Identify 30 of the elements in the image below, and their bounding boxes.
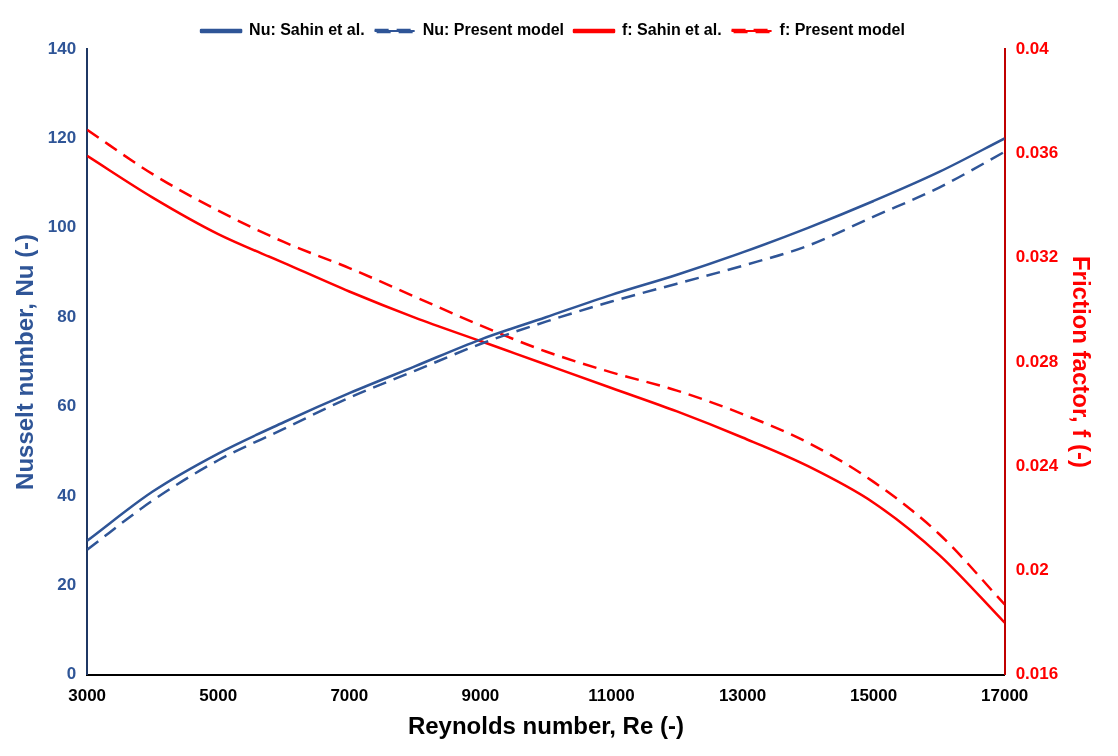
y2-tick-label: 0.032: [1015, 247, 1059, 267]
legend-label: f: Sahin et al.: [622, 21, 722, 39]
y2-tick-label: 0.02: [1015, 560, 1049, 580]
y2-tick-label: 0.04: [1015, 38, 1050, 58]
y-tick-label: 100: [47, 217, 77, 237]
x-tick-label: 5000: [199, 685, 238, 705]
y2-axis-title: Friction factor, f (-): [1067, 255, 1095, 468]
x-tick-label: 11000: [588, 685, 635, 705]
x-tick-label: 3000: [68, 685, 107, 705]
y-tick-label: 80: [57, 306, 77, 326]
y2-tick-label: 0.024: [1015, 455, 1059, 475]
x-tick-label: 17000: [981, 685, 1029, 705]
legend-label: f: Present model: [779, 21, 905, 39]
y-tick-label: 60: [57, 396, 77, 416]
x-tick-label: 9000: [461, 685, 500, 705]
y2-tick-label: 0.016: [1015, 664, 1059, 684]
legend-label: Nu: Present model: [422, 21, 564, 39]
y-tick-label: 140: [47, 38, 77, 58]
y2-tick-label: 0.028: [1015, 351, 1059, 371]
x-tick-label: 15000: [849, 685, 898, 705]
x-axis-title: Reynolds number, Re (-): [407, 712, 684, 740]
y-tick-label: 40: [57, 485, 77, 505]
x-tick-label: 7000: [330, 685, 369, 705]
y2-tick-label: 0.036: [1015, 142, 1059, 162]
legend-label: Nu: Sahin et al.: [249, 21, 365, 39]
x-tick-label: 13000: [718, 685, 767, 705]
y-tick-label: 20: [57, 575, 77, 595]
y-tick-label: 120: [47, 128, 77, 148]
y-tick-label: 0: [66, 664, 77, 684]
y-axis-title: Nusselt number, Nu (-): [11, 233, 39, 490]
